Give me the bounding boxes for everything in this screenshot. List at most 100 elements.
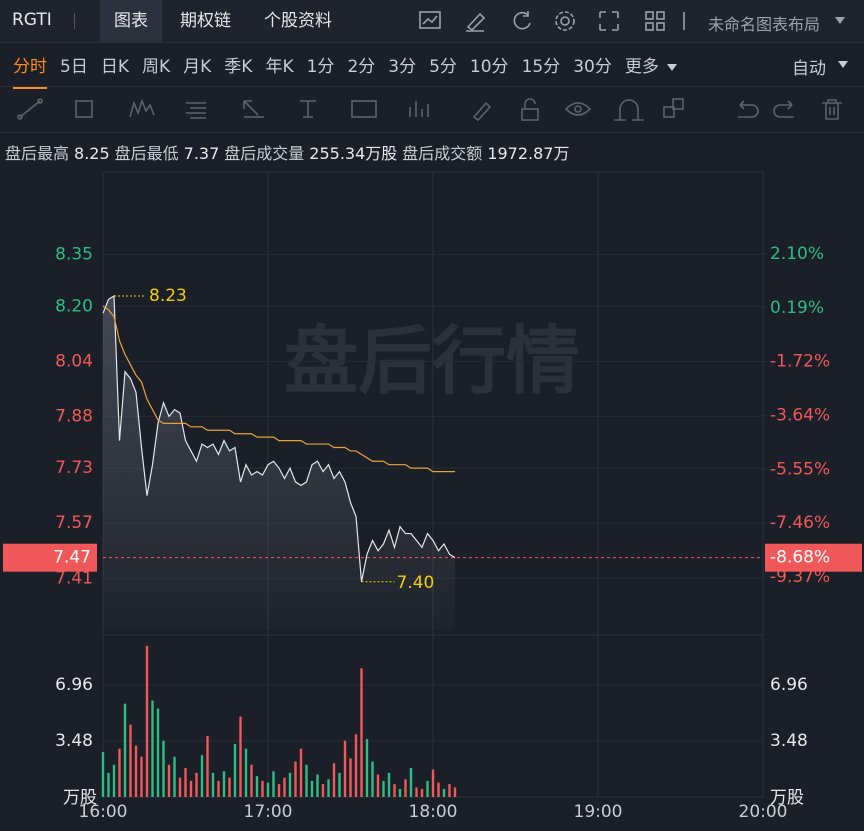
dropdown-arrow bbox=[838, 61, 848, 68]
last-change-box bbox=[765, 543, 862, 572]
volume-bar bbox=[338, 772, 341, 797]
volume-bar bbox=[382, 780, 385, 797]
volume-bar bbox=[173, 756, 176, 797]
volume-unit: 万股 bbox=[770, 788, 804, 808]
info-value: 7.37 bbox=[183, 144, 220, 163]
period-tab[interactable]: 5日 bbox=[60, 57, 88, 77]
info-label: 盘后最低 bbox=[114, 144, 179, 163]
volume-bar bbox=[398, 788, 402, 797]
period-tab[interactable]: 季K bbox=[224, 57, 253, 77]
period-tab[interactable]: 10分 bbox=[469, 57, 509, 77]
scale-mode[interactable]: 自动 bbox=[792, 59, 826, 79]
volume-bar bbox=[250, 764, 253, 797]
y2-tick-label: -3.64% bbox=[770, 406, 830, 426]
period-tab[interactable]: 周K bbox=[141, 57, 171, 77]
volume-bar bbox=[448, 784, 451, 797]
volume-bar bbox=[233, 743, 237, 797]
y2-tick-label: 2.10% bbox=[770, 244, 824, 264]
tab[interactable]: 图表 bbox=[100, 0, 162, 42]
volume-bar bbox=[272, 771, 275, 797]
volume-bar bbox=[420, 788, 424, 797]
layout-name[interactable]: 未命名图表布局 bbox=[708, 15, 821, 34]
period-tab[interactable]: 1分 bbox=[306, 57, 335, 77]
info-value: 255.34万股 bbox=[309, 144, 398, 163]
period-tab[interactable]: 年K bbox=[265, 57, 294, 77]
drawing-toolbar bbox=[0, 87, 864, 133]
divider bbox=[74, 13, 75, 29]
volume-bar bbox=[206, 735, 209, 797]
volume-bar bbox=[431, 769, 435, 797]
volume-bar bbox=[354, 734, 358, 797]
last-price-box bbox=[3, 543, 97, 572]
volume-bar bbox=[409, 768, 413, 797]
volume-tick-label: 3.48 bbox=[770, 731, 808, 751]
volume-bar bbox=[415, 787, 418, 797]
volume-bar bbox=[217, 780, 220, 797]
info-label: 盘后成交额 bbox=[402, 144, 483, 163]
y2-tick-label: -5.55% bbox=[770, 459, 830, 479]
x-tick-label: 19:00 bbox=[574, 802, 623, 822]
y-tick-label: 7.41 bbox=[55, 568, 93, 588]
period-tab[interactable]: 分时 bbox=[13, 48, 47, 89]
chart: 盘后行情 16:00 17:00 18:00 19:00 20:008.358.208.… bbox=[3, 171, 862, 822]
volume-bar bbox=[134, 745, 138, 797]
volume-bar bbox=[365, 739, 369, 797]
volume-bar bbox=[222, 771, 226, 797]
volume-bar bbox=[343, 740, 347, 797]
volume-unit: 万股 bbox=[63, 788, 97, 808]
period-tab[interactable]: 15分 bbox=[521, 57, 561, 77]
volume-bar bbox=[426, 780, 429, 797]
x-tick-label: 20:00 bbox=[739, 802, 788, 822]
volume-bar bbox=[244, 748, 248, 797]
volume-tick-label: 6.96 bbox=[770, 675, 808, 695]
volume-bar bbox=[316, 774, 319, 797]
period-tab[interactable]: 30分 bbox=[573, 57, 612, 77]
volume-bar bbox=[112, 764, 116, 797]
tab[interactable]: 期权链 bbox=[180, 11, 231, 31]
tab[interactable]: 个股资料 bbox=[264, 11, 332, 31]
y2-tick-label: -9.37% bbox=[770, 567, 830, 587]
period-tab[interactable]: 3分 bbox=[388, 57, 417, 77]
period-bar: 分时 5日 日K 周K 月K 季K 年K 1分 2分 3分 5分 10分 15分 30分 更多 bbox=[0, 43, 864, 89]
period-tab[interactable]: 2分 bbox=[347, 57, 376, 77]
y-tick-label: 8.35 bbox=[55, 245, 93, 265]
volume-bar bbox=[387, 772, 391, 797]
info-label: 盘后最高 bbox=[5, 144, 70, 163]
volume-bar bbox=[162, 740, 165, 797]
volume-bar bbox=[453, 787, 457, 797]
volume-bar bbox=[288, 772, 292, 797]
period-tab[interactable]: 日K bbox=[100, 57, 129, 77]
session-info: 盘后最高 8.25 盘后最低 7.37 盘后成交量 255.34万股 盘后成交额 1972.8… bbox=[5, 140, 574, 164]
volume-bar bbox=[118, 748, 121, 797]
high-label: 8.23 bbox=[149, 286, 187, 306]
volume-bar bbox=[195, 772, 198, 797]
volume-bar bbox=[140, 756, 143, 797]
volume-bar bbox=[107, 772, 110, 797]
period-tab[interactable]: 更多 bbox=[625, 48, 679, 81]
volume-bar bbox=[393, 784, 396, 797]
toolbar-icons[interactable] bbox=[418, 9, 698, 33]
volume-bar bbox=[266, 782, 270, 797]
y2-tick-label: -1.72% bbox=[770, 352, 830, 372]
volume-bar bbox=[255, 776, 259, 797]
period-tab[interactable]: 月K bbox=[183, 57, 212, 77]
info-label: 盘后成交量 bbox=[224, 144, 305, 163]
period-tab[interactable]: 5分 bbox=[429, 57, 457, 77]
volume-tick-label: 3.48 bbox=[55, 731, 93, 751]
price-area bbox=[103, 295, 455, 630]
volume-bar bbox=[299, 748, 303, 797]
volume-bar bbox=[184, 768, 187, 797]
price-line bbox=[102, 294, 456, 582]
top-bar: RGTI 图表 期权链 个股资料 未命名图表布局 bbox=[0, 0, 864, 43]
volume-bar bbox=[332, 763, 336, 797]
y-tick-label: 8.04 bbox=[55, 351, 93, 371]
y2-tick-label: 0.19% bbox=[770, 298, 824, 318]
volume-bar bbox=[310, 780, 314, 797]
y-tick-label: 8.20 bbox=[55, 296, 93, 316]
volume-bar bbox=[189, 780, 193, 797]
volume-bar bbox=[178, 777, 182, 797]
x-tick-label: 18:00 bbox=[409, 802, 458, 822]
info-value: 8.25 bbox=[74, 144, 110, 163]
drawing-tools[interactable] bbox=[0, 87, 864, 132]
